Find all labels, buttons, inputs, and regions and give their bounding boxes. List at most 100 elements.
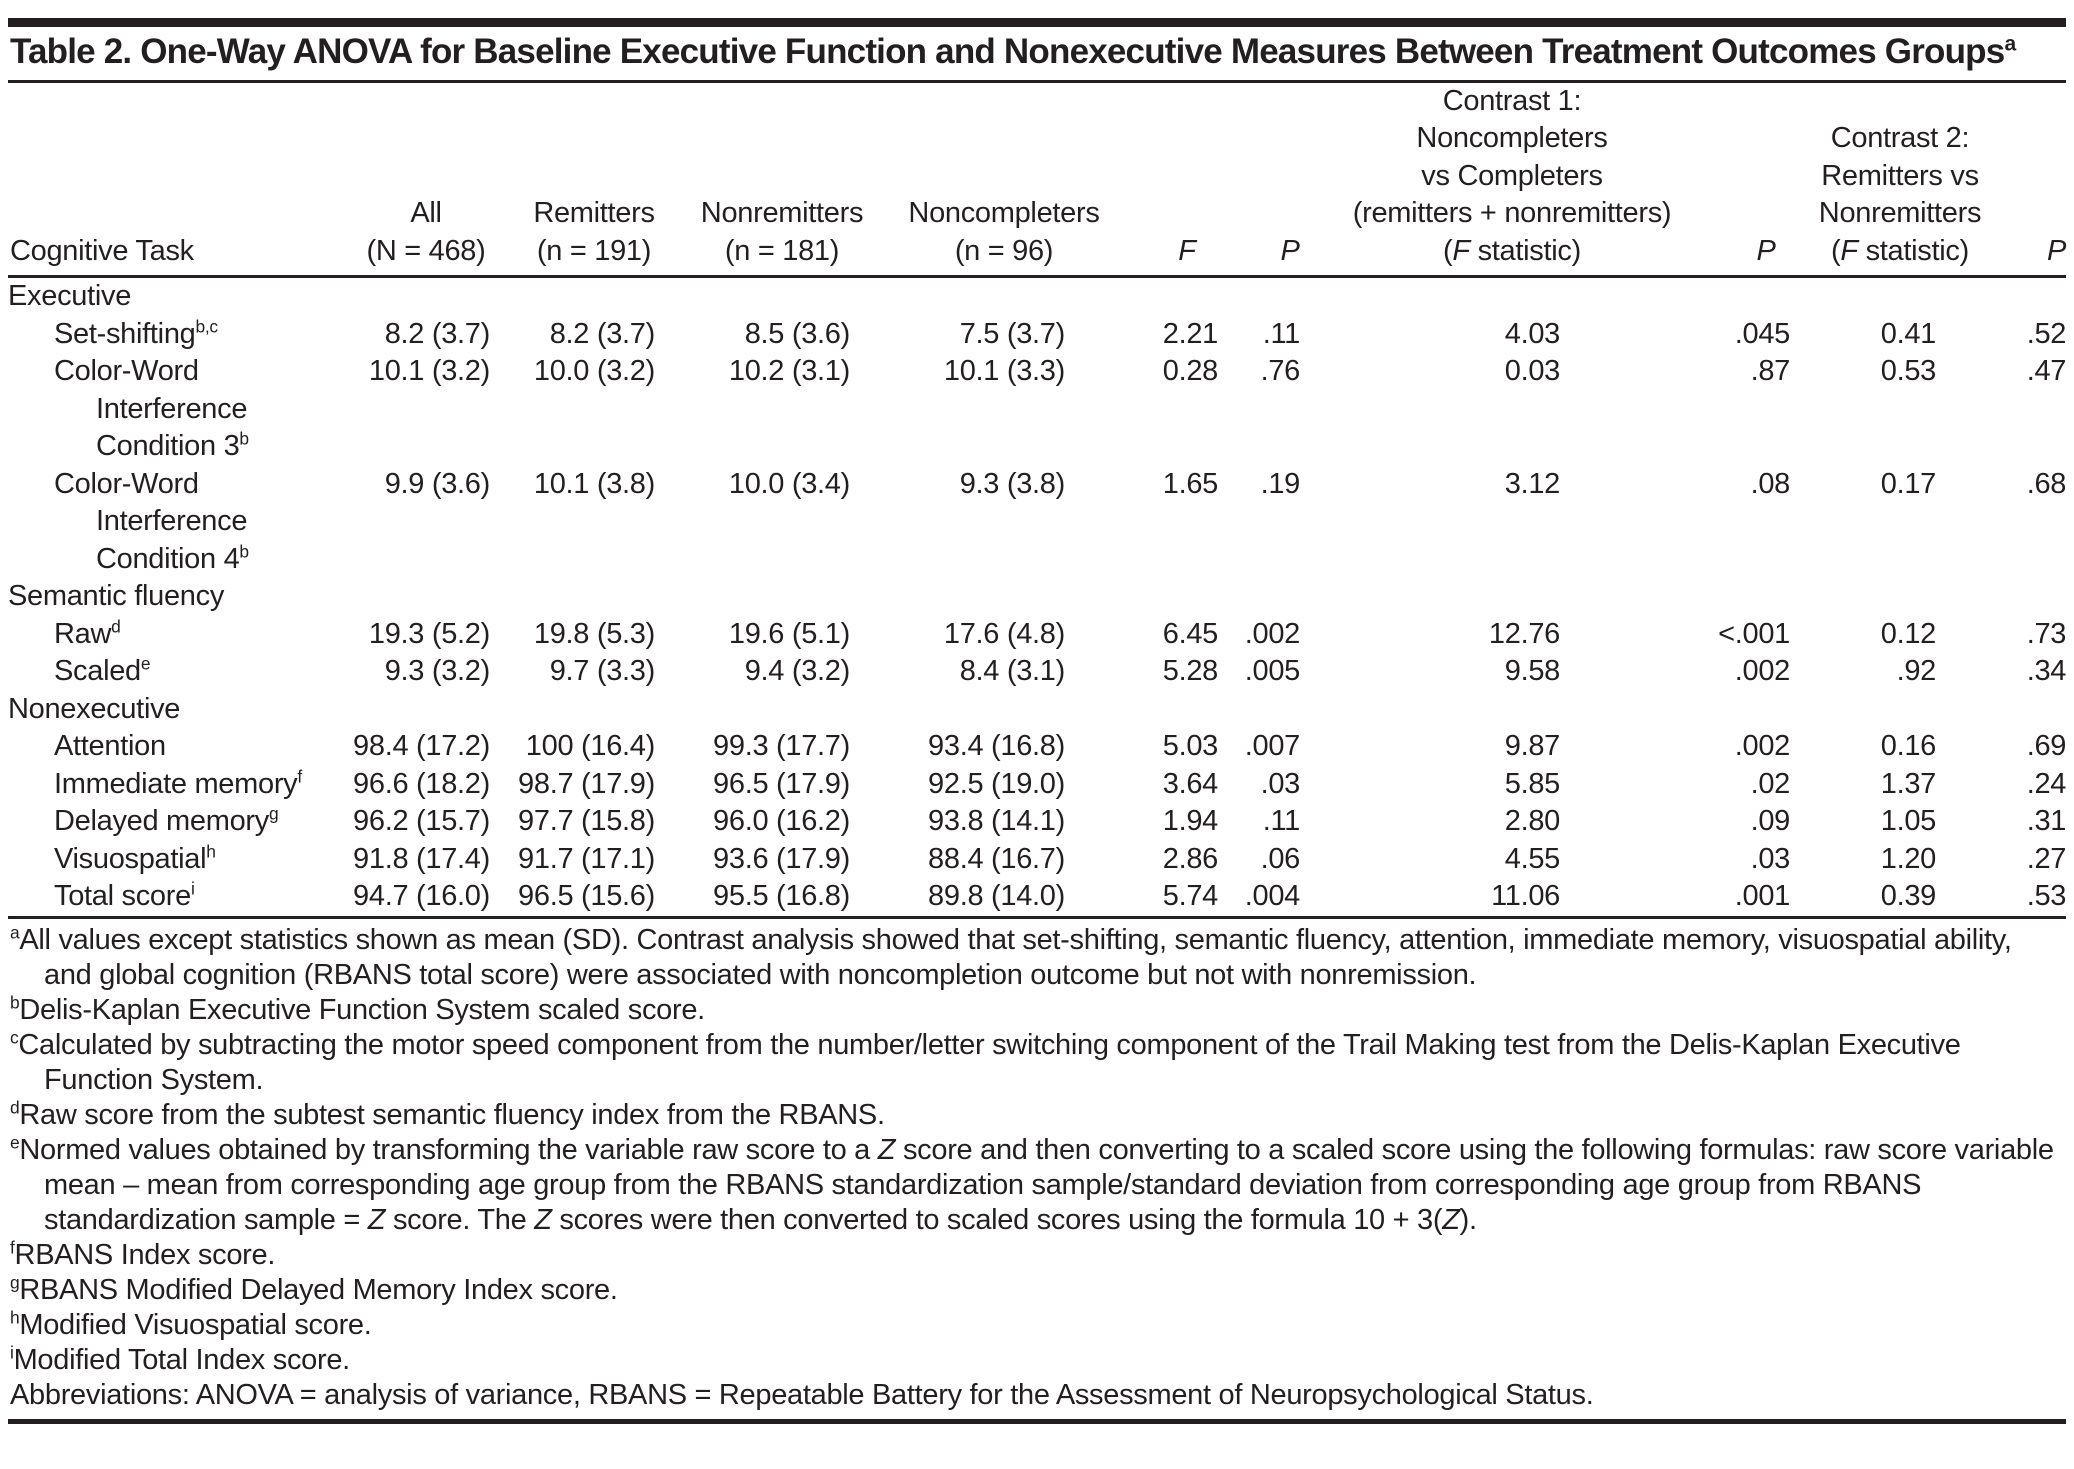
cell-all: 8.2 (3.7) [384, 317, 491, 350]
column-header-all: All (N = 468) [366, 197, 486, 267]
cell-p: .06 [1260, 842, 1301, 875]
cell-noncompleters: 89.8 (14.0) [928, 880, 1065, 912]
cell-p: .005 [1244, 655, 1301, 687]
cell-f: 6.45 [1162, 617, 1219, 650]
cell-nonremitters: 99.3 (17.7) [713, 730, 850, 762]
cell-contrast2-f: 0.17 [1880, 467, 1937, 500]
cell-all: 94.7 (16.0) [353, 880, 490, 912]
column-header-p: P [1280, 234, 1300, 267]
cell-noncompleters: 93.8 (14.1) [928, 805, 1065, 837]
cell-noncompleters: 92.5 (19.0) [928, 767, 1065, 800]
footnote-marker: b,c [195, 315, 218, 336]
cell-nonremitters: 96.0 (16.2) [713, 805, 850, 837]
cell-contrast1-p: .001 [1734, 880, 1791, 912]
table-row: Visuospatialh 91.8 (17.4) 91.7 (17.1) 93.6 … [8, 841, 2066, 879]
cell-contrast2-f: 0.39 [1880, 880, 1937, 912]
table-header: Cognitive Task All (N = 468) Remitters (n =… [8, 83, 2066, 275]
cell-contrast2-p: .69 [2026, 730, 2067, 762]
cell-f: 5.74 [1162, 880, 1219, 912]
row-label: Immediate memoryf [54, 765, 302, 800]
table-row: Color-Word Interference Condition 3b 10.1 (… [8, 353, 2066, 466]
row-label: Total scorei [54, 878, 195, 912]
footnote-marker: b [239, 540, 249, 561]
header-rule [8, 275, 2066, 278]
cell-all: 9.3 (3.2) [384, 655, 491, 687]
section-row: Executive [8, 278, 2066, 316]
cell-nonremitters: 93.6 (17.9) [713, 842, 850, 875]
cell-remitters: 100 (16.4) [525, 730, 656, 762]
table-row: Rawd 19.3 (5.2) 19.8 (5.3) 19.6 (5.1) 17.6 (… [8, 616, 2066, 654]
footnote-marker: f [10, 1236, 15, 1257]
cell-remitters: 10.0 (3.2) [533, 355, 655, 387]
cell-contrast2-f: 1.05 [1880, 805, 1937, 837]
footnote-d: dRaw score from the subtest semantic flu… [10, 1096, 885, 1131]
footnote-g: gRBANS Modified Delayed Memory Index sco… [10, 1271, 618, 1306]
table-row: Total scorei 94.7 (16.0) 96.5 (15.6) 95.5 (… [8, 878, 2066, 916]
cell-f: 1.94 [1162, 805, 1219, 837]
section-label: Executive [8, 280, 132, 312]
footnotes: aAll values except statistics shown as m… [8, 919, 2066, 1419]
row-label: Set-shiftingb,c [54, 315, 218, 350]
table-title-footnote-marker: a [2004, 32, 2016, 56]
cell-contrast1-p: .08 [1750, 467, 1791, 500]
cell-f: 2.86 [1162, 842, 1219, 875]
cell-contrast2-p: .31 [2026, 805, 2067, 837]
cell-contrast1-f: 2.80 [1504, 805, 1561, 837]
cell-nonremitters: 19.6 (5.1) [728, 617, 850, 650]
cell-contrast2-f: .92 [1896, 655, 1937, 687]
cell-contrast1-p: .02 [1750, 767, 1791, 800]
cell-remitters: 97.7 (15.8) [518, 805, 655, 837]
cell-p: .03 [1260, 767, 1301, 800]
footnote-marker: b [239, 428, 249, 449]
cell-contrast1-f: 0.03 [1504, 355, 1561, 387]
cell-all: 9.9 (3.6) [384, 467, 491, 500]
cell-contrast1-p: .03 [1750, 842, 1791, 875]
cell-contrast1-f: 3.12 [1504, 467, 1561, 500]
cell-remitters: 91.7 (17.1) [518, 842, 655, 875]
row-label: Visuospatialh [54, 840, 216, 875]
cell-all: 96.6 (18.2) [353, 767, 490, 800]
title-rule [8, 80, 2066, 83]
cell-p: .007 [1244, 730, 1301, 762]
cell-contrast2-f: 0.53 [1880, 355, 1937, 387]
bottom-rule [8, 1418, 2066, 1424]
cell-all: 19.3 (5.2) [368, 617, 490, 650]
cell-noncompleters: 7.5 (3.7) [959, 317, 1066, 350]
cell-f: 5.28 [1162, 655, 1219, 687]
column-header-p-contrast2: P [2046, 234, 2066, 267]
cell-contrast2-p: .68 [2026, 467, 2067, 500]
column-header-remitters: Remitters (n = 191) [533, 197, 655, 267]
footnote-e: eNormed values obtained by transforming … [10, 1131, 2054, 1236]
cell-contrast2-p: .52 [2026, 317, 2067, 350]
abbreviations-note: Abbreviations: ANOVA = analysis of varia… [10, 1378, 1594, 1411]
footnote-marker: f [297, 765, 302, 786]
cell-all: 91.8 (17.4) [353, 842, 490, 875]
row-label: Scalede [54, 653, 151, 687]
cell-contrast1-f: 9.58 [1504, 655, 1561, 687]
table-title: Table 2. One-Way ANOVA for Baseline Exec… [8, 27, 2066, 80]
footnote-marker: a [10, 921, 20, 942]
cell-contrast2-p: .47 [2026, 355, 2067, 387]
cell-contrast2-p: .24 [2026, 767, 2067, 800]
column-header-cognitive-task: Cognitive Task [10, 234, 194, 267]
footnote-marker: c [10, 1026, 19, 1047]
row-label: Color-Word Interference Condition 4b [54, 467, 249, 575]
cell-remitters: 8.2 (3.7) [549, 317, 656, 350]
cell-nonremitters: 8.5 (3.6) [744, 317, 851, 350]
section-label: Nonexecutive [8, 692, 181, 725]
cell-noncompleters: 9.3 (3.8) [959, 467, 1066, 500]
cell-contrast2-p: .27 [2026, 842, 2067, 875]
footnote-marker: b [10, 991, 20, 1012]
section-row: Nonexecutive [8, 691, 2066, 729]
footnote-marker: e [140, 653, 151, 674]
footnote-marker: d [111, 615, 121, 636]
cell-contrast2-p: .34 [2026, 655, 2067, 687]
cell-remitters: 19.8 (5.3) [533, 617, 655, 650]
footnote-marker: h [10, 1306, 20, 1327]
cell-contrast1-p: .09 [1750, 805, 1791, 837]
column-header-contrast2: Contrast 2: Remitters vs Nonremitters (F st… [1818, 122, 1982, 267]
cell-nonremitters: 9.4 (3.2) [744, 655, 851, 687]
cell-all: 10.1 (3.2) [368, 355, 490, 387]
data-table: Executive Set-shiftingb,c 8.2 (3.7) 8.2 (3.… [8, 278, 2066, 916]
table-row: Color-Word Interference Condition 4b 9.9 (3… [8, 466, 2066, 579]
